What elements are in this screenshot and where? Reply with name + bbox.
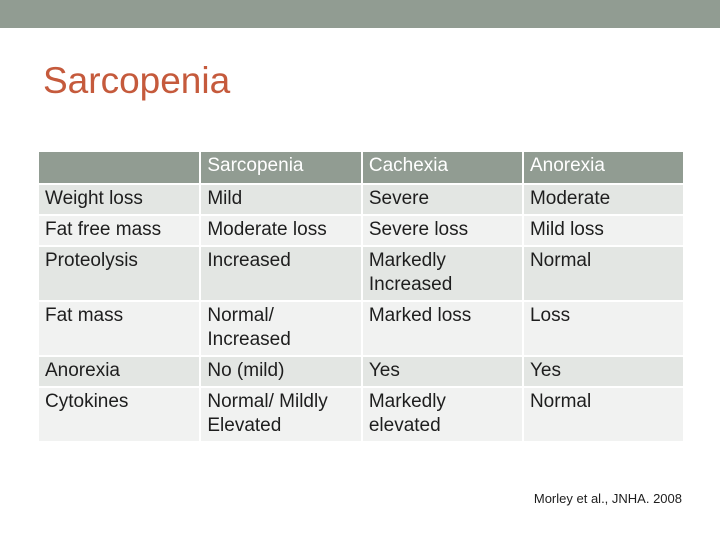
row-label: Fat free mass: [39, 216, 200, 245]
table-row: Proteolysis Increased Markedly Increased…: [39, 247, 683, 300]
row-label: Anorexia: [39, 357, 200, 386]
table-cell: Markedly Increased: [362, 247, 522, 300]
table-cell: Marked loss: [362, 302, 522, 355]
header-cell: [39, 152, 200, 183]
table-cell: Moderate loss: [201, 216, 361, 245]
table-cell: Normal: [523, 388, 683, 441]
header-cell: Anorexia: [523, 152, 683, 183]
table-cell: Normal/ Mildly Elevated: [201, 388, 361, 441]
table-cell: Severe: [362, 185, 522, 214]
table-row: Cytokines Normal/ Mildly Elevated Marked…: [39, 388, 683, 441]
table-cell: Yes: [362, 357, 522, 386]
table-cell: Normal: [523, 247, 683, 300]
table-cell: Yes: [523, 357, 683, 386]
table-cell: Increased: [201, 247, 361, 300]
table-cell: Moderate: [523, 185, 683, 214]
table-header-row: Sarcopenia Cachexia Anorexia: [39, 152, 683, 183]
table-cell: Normal/ Increased: [201, 302, 361, 355]
table-cell: Mild: [201, 185, 361, 214]
header-cell: Cachexia: [362, 152, 522, 183]
table-row: Fat mass Normal/ Increased Marked loss L…: [39, 302, 683, 355]
table-cell: Severe loss: [362, 216, 522, 245]
table-cell: Markedly elevated: [362, 388, 522, 441]
citation: Morley et al., JNHA. 2008: [533, 491, 682, 506]
top-band: [0, 0, 720, 28]
row-label: Weight loss: [39, 185, 200, 214]
table-cell: Loss: [523, 302, 683, 355]
table-cell: Mild loss: [523, 216, 683, 245]
table-row: Anorexia No (mild) Yes Yes: [39, 357, 683, 386]
row-label: Fat mass: [39, 302, 200, 355]
table-row: Fat free mass Moderate loss Severe loss …: [39, 216, 683, 245]
row-label: Cytokines: [39, 388, 200, 441]
table-cell: No (mild): [201, 357, 361, 386]
row-label: Proteolysis: [39, 247, 200, 300]
comparison-table: Sarcopenia Cachexia Anorexia Weight loss…: [37, 150, 685, 443]
table-row: Weight loss Mild Severe Moderate: [39, 185, 683, 214]
header-cell: Sarcopenia: [201, 152, 361, 183]
slide-title: Sarcopenia: [43, 60, 231, 101]
